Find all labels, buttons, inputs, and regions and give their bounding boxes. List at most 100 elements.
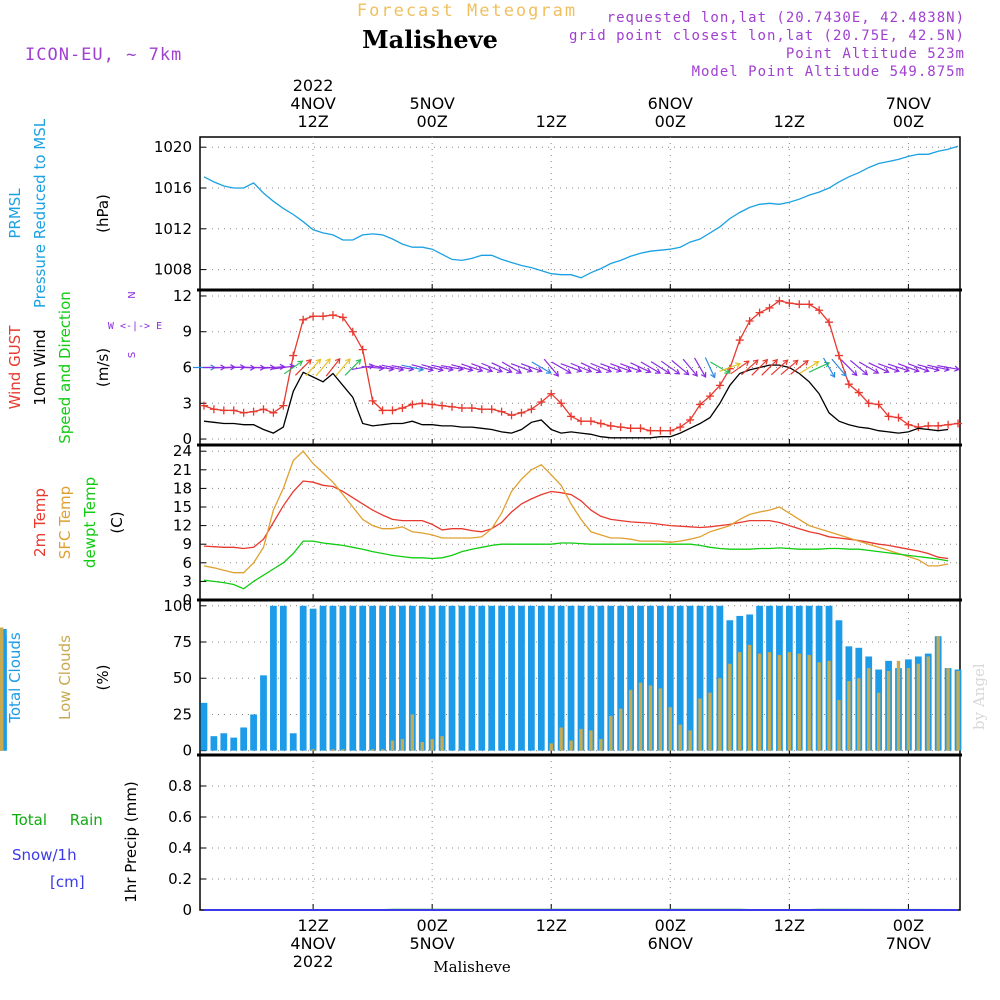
wind-arrow <box>620 363 642 372</box>
wind-arrow <box>770 359 789 376</box>
time-label-bottom: 4NOV <box>290 934 335 953</box>
panel-label: Low Clouds <box>56 635 74 720</box>
wind-arrow-head <box>477 366 484 373</box>
series-line-0 <box>203 145 959 279</box>
y-tick-label: 15 <box>173 498 192 516</box>
gust-marker <box>745 317 754 325</box>
gust-marker <box>775 296 784 305</box>
wind-arrow-head <box>345 358 351 365</box>
low-cloud-bar <box>886 670 891 751</box>
gust-marker <box>676 423 685 432</box>
total-cloud-bar <box>260 675 267 751</box>
y-tick-label: 50 <box>173 669 192 687</box>
y-tick-label: 1008 <box>154 261 192 279</box>
gust-marker <box>864 399 873 408</box>
wind-arrow-head <box>606 367 613 373</box>
low-cloud-bar <box>708 692 712 751</box>
gust-marker <box>914 423 923 432</box>
low-cloud-bar <box>668 707 672 751</box>
gust-marker <box>398 404 407 413</box>
gust-marker <box>656 426 665 435</box>
gust-marker <box>954 419 963 428</box>
total-cloud-bar <box>349 605 357 751</box>
wind-arrow <box>917 364 940 371</box>
low-cloud-bar <box>0 627 4 751</box>
gust-marker <box>557 399 566 408</box>
gust-marker <box>894 413 903 422</box>
y-tick-label: 25 <box>173 705 192 723</box>
low-cloud-bar <box>698 698 702 751</box>
wind-arrow-head <box>893 366 900 373</box>
gust-marker <box>527 405 536 414</box>
gust-marker <box>348 327 357 336</box>
total-cloud-bar <box>647 605 654 751</box>
low-cloud-bar <box>767 652 772 751</box>
wind-arrow-head <box>883 367 890 374</box>
low-cloud-bar <box>956 670 960 751</box>
gust-marker <box>805 300 814 309</box>
wind-arrow-head <box>743 360 750 367</box>
wind-arrow <box>531 361 552 374</box>
low-cloud-bar <box>876 692 881 751</box>
gust-marker <box>338 313 347 322</box>
panel-label: Total Rain <box>11 811 103 829</box>
gust-marker <box>924 421 933 430</box>
wind-arrow <box>451 364 473 371</box>
series-line-2 <box>203 540 949 590</box>
low-cloud-bar <box>549 743 553 751</box>
wind-arrow <box>710 361 730 374</box>
total-cloud-bar <box>528 605 535 751</box>
wind-arrow-head <box>487 366 494 373</box>
wind-arrow <box>283 360 303 375</box>
wind-arrow <box>761 359 778 376</box>
location-title: Malisheve <box>362 25 498 54</box>
wind-arrow-head <box>635 366 643 373</box>
gust-marker <box>418 399 427 408</box>
gust-marker <box>279 401 288 410</box>
wind-arrow <box>694 357 707 378</box>
gust-marker <box>834 351 843 360</box>
panel-1: 1008 1012 1016 1020 PRMSL Pressure Reduced to… <box>6 118 961 308</box>
low-cloud-bar <box>817 662 821 751</box>
wind-arrow-head <box>954 365 961 372</box>
total-cloud-bar <box>428 605 436 751</box>
wind-arrow-head <box>792 359 799 366</box>
wind-arrow-head <box>297 360 304 367</box>
low-cloud-bar <box>896 660 901 751</box>
wind-arrow-head <box>710 372 716 379</box>
y-tick-label: 100 <box>163 597 192 615</box>
wind-arrow-head <box>683 369 690 376</box>
product-title: Forecast Meteogram <box>357 1 577 21</box>
total-cloud-bar <box>686 605 694 751</box>
time-label-bottom: 00Z <box>655 916 686 935</box>
model-label: ICON-EU, ~ 7km <box>25 45 182 65</box>
y-tick-label: 0.4 <box>168 839 192 857</box>
wind-arrow <box>808 362 830 373</box>
y-axis-unit: (C) <box>108 511 126 533</box>
gust-marker <box>219 406 228 415</box>
total-cloud-bar <box>418 605 426 751</box>
wind-arrow <box>682 358 698 377</box>
y-axis-unit: (%) <box>94 665 112 691</box>
compass-west-east: W <-|-> E <box>108 321 162 332</box>
gust-marker <box>209 405 218 414</box>
wind-arrow <box>551 361 571 374</box>
gust-marker <box>825 318 834 327</box>
total-cloud-bar <box>617 605 625 751</box>
wind-arrow <box>927 364 950 371</box>
low-cloud-bar <box>589 730 593 751</box>
gust-marker <box>299 315 308 324</box>
wind-arrow <box>790 360 809 375</box>
gust-marker <box>874 400 883 409</box>
total-cloud-bar <box>666 605 674 751</box>
low-cloud-bar <box>787 652 792 751</box>
total-cloud-bar <box>279 605 287 751</box>
wind-arrow <box>481 362 503 373</box>
total-cloud-bar <box>518 605 525 751</box>
gust-marker <box>636 424 645 433</box>
gust-marker <box>765 303 774 312</box>
gust-marker <box>199 401 208 410</box>
low-cloud-bar <box>311 749 315 751</box>
panel-frame <box>199 136 961 291</box>
panel-5: 0 0.2 0.4 0.6 0.8 Total Rain Snow/1h [cm] 1hr Pr… <box>11 754 961 919</box>
